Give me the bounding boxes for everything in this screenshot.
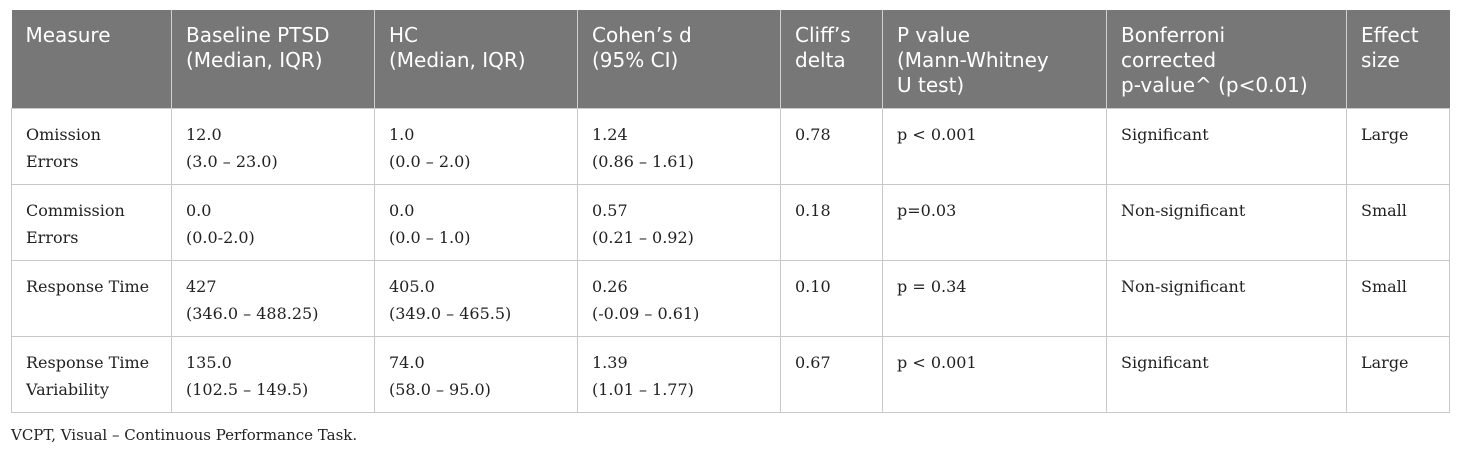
cell-hc: 0.0 (0.0 – 1.0)	[374, 184, 578, 261]
cell-measure: Response Time	[11, 260, 172, 337]
cell-cliffs-delta: 0.10	[780, 260, 883, 337]
header-cliffs-delta: Cliff’s delta	[780, 10, 883, 109]
header-cohens-d: Cohen’s d (95% CI)	[577, 10, 781, 109]
table-row: Commission Errors 0.0 (0.0-2.0) 0.0 (0.0…	[11, 184, 1450, 261]
cell-hc: 405.0 (349.0 – 465.5)	[374, 260, 578, 337]
cell-p-value: p=0.03	[882, 184, 1107, 261]
cell-cliffs-delta: 0.78	[780, 108, 883, 185]
cell-baseline: 12.0 (3.0 – 23.0)	[171, 108, 375, 185]
header-baseline-ptsd: Baseline PTSD (Median, IQR)	[171, 10, 375, 109]
table-row: Omission Errors 12.0 (3.0 – 23.0) 1.0 (0…	[11, 108, 1450, 185]
cell-hc: 74.0 (58.0 – 95.0)	[374, 336, 578, 413]
cell-bonferroni: Non-significant	[1106, 260, 1347, 337]
cell-p-value: p < 0.001	[882, 336, 1107, 413]
results-table-container: Measure Baseline PTSD (Median, IQR) HC (…	[11, 10, 1450, 413]
cell-effect-size: Large	[1346, 108, 1450, 185]
header-effect-size: Effect size	[1346, 10, 1450, 109]
cell-cohens-d: 1.24 (0.86 – 1.61)	[577, 108, 781, 185]
header-bonferroni: Bonferroni corrected p-value^ (p<0.01)	[1106, 10, 1347, 109]
cell-bonferroni: Significant	[1106, 108, 1347, 185]
table-row: Response Time 427 (346.0 – 488.25) 405.0…	[11, 260, 1450, 337]
cell-effect-size: Large	[1346, 336, 1450, 413]
table-footnote: VCPT, Visual – Continuous Performance Ta…	[11, 426, 358, 444]
cell-effect-size: Small	[1346, 184, 1450, 261]
results-table: Measure Baseline PTSD (Median, IQR) HC (…	[11, 10, 1450, 413]
cell-p-value: p = 0.34	[882, 260, 1107, 337]
cell-measure: Response Time Variability	[11, 336, 172, 413]
header-measure: Measure	[11, 10, 172, 109]
cell-baseline: 427 (346.0 – 488.25)	[171, 260, 375, 337]
cell-cohens-d: 0.57 (0.21 – 0.92)	[577, 184, 781, 261]
cell-bonferroni: Non-significant	[1106, 184, 1347, 261]
cell-effect-size: Small	[1346, 260, 1450, 337]
cell-cliffs-delta: 0.18	[780, 184, 883, 261]
table-row: Response Time Variability 135.0 (102.5 –…	[11, 336, 1450, 413]
cell-cliffs-delta: 0.67	[780, 336, 883, 413]
header-p-value: P value (Mann-Whitney U test)	[882, 10, 1107, 109]
cell-baseline: 0.0 (0.0-2.0)	[171, 184, 375, 261]
cell-hc: 1.0 (0.0 – 2.0)	[374, 108, 578, 185]
cell-measure: Commission Errors	[11, 184, 172, 261]
cell-bonferroni: Significant	[1106, 336, 1347, 413]
table-header-row: Measure Baseline PTSD (Median, IQR) HC (…	[11, 10, 1450, 109]
header-hc: HC (Median, IQR)	[374, 10, 578, 109]
cell-cohens-d: 1.39 (1.01 – 1.77)	[577, 336, 781, 413]
cell-baseline: 135.0 (102.5 – 149.5)	[171, 336, 375, 413]
cell-cohens-d: 0.26 (-0.09 – 0.61)	[577, 260, 781, 337]
cell-p-value: p < 0.001	[882, 108, 1107, 185]
cell-measure: Omission Errors	[11, 108, 172, 185]
